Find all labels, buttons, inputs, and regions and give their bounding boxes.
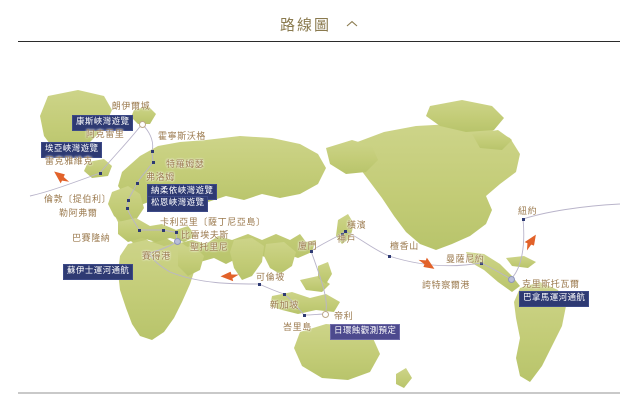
port-label-kons-fjord[interactable]: 康斯峽灣遊覽 — [72, 115, 134, 131]
arrow-indian-ocean — [220, 270, 240, 284]
port-label-cristobal[interactable]: 克里斯托瓦爾 — [522, 280, 580, 290]
port-label-colombo[interactable]: 可倫坡 — [256, 273, 285, 283]
port-marker-bali[interactable] — [302, 313, 306, 317]
arrow-atlantic-north — [51, 170, 72, 187]
port-label-london[interactable]: 倫敦〔提伯利〕 — [44, 195, 112, 205]
port-marker-colombo[interactable] — [257, 282, 261, 286]
arrow-caribbean — [522, 232, 538, 252]
port-label-quetzal[interactable]: 誇特察爾港 — [422, 281, 471, 291]
port-marker-cristobal[interactable] — [507, 275, 515, 283]
port-marker-honningsvag[interactable] — [150, 149, 154, 153]
port-label-eya-fjord[interactable]: 埃亞峽灣遊覽 — [41, 142, 103, 158]
arrow-pacific — [417, 255, 437, 271]
port-label-santorini[interactable]: 聖托里尼 — [190, 243, 229, 253]
header-divider — [18, 41, 620, 42]
port-label-tromso[interactable]: 特羅姆瑟 — [166, 160, 205, 170]
port-marker-barcelona[interactable] — [137, 228, 141, 232]
port-label-yokohama[interactable]: 橫濱 — [347, 221, 367, 231]
world-map[interactable]: 朗伊爾城 康斯峽灣遊覽 阿克雷里 埃亞峽灣遊覽 雷克雅維克 霍寧斯沃格 特羅姆瑟 弗洛姆 納柔依… — [0, 44, 638, 392]
port-marker-xiamen[interactable] — [309, 249, 313, 253]
port-label-manzanillo[interactable]: 曼薩尼約 — [446, 255, 485, 265]
port-marker-dili[interactable] — [321, 310, 329, 318]
port-marker-flam[interactable] — [135, 181, 139, 185]
port-label-suez[interactable]: 蘇伊士運河通航 — [63, 264, 134, 280]
footer-divider — [18, 392, 620, 394]
port-marker-piraeus[interactable] — [174, 230, 178, 234]
port-marker-kobe[interactable] — [340, 232, 344, 236]
port-label-barcelona[interactable]: 巴賽隆納 — [72, 234, 111, 244]
port-marker-newyork[interactable] — [521, 217, 525, 221]
port-label-panama[interactable]: 巴拿馬運河通航 — [519, 291, 590, 307]
port-label-xiamen[interactable]: 廈門 — [298, 242, 318, 252]
port-label-longyearbyen[interactable]: 朗伊爾城 — [111, 102, 151, 112]
port-label-akureyri[interactable]: 阿克雷里 — [86, 130, 125, 140]
port-label-kobe[interactable]: 神戶 — [337, 235, 357, 245]
port-label-lehavre[interactable]: 勒阿弗爾 — [59, 209, 98, 219]
port-label-piraeus[interactable]: 比雷埃夫斯 — [181, 231, 230, 241]
port-marker-honolulu[interactable] — [387, 254, 391, 258]
port-marker-london[interactable] — [126, 198, 130, 202]
port-label-bali[interactable]: 峇里島 — [283, 323, 312, 333]
port-marker-yokohama[interactable] — [343, 229, 347, 233]
port-marker-tromso[interactable] — [151, 160, 155, 164]
port-marker-santorini[interactable] — [173, 237, 181, 245]
port-label-eclipse[interactable]: 日環蝕觀測預定 — [330, 324, 401, 340]
port-marker-cagliari[interactable] — [161, 228, 165, 232]
landmasses — [40, 90, 566, 388]
port-label-dili[interactable]: 帝利 — [334, 312, 354, 322]
port-label-sogne-fjord[interactable]: 松恩峽灣遊覽 — [147, 196, 209, 212]
world-map-svg — [29, 90, 621, 388]
port-label-flam[interactable]: 弗洛姆 — [146, 173, 175, 183]
chevron-up-icon[interactable] — [346, 20, 358, 28]
port-marker-singapore[interactable] — [282, 292, 286, 296]
port-marker-manzanillo[interactable] — [479, 261, 483, 265]
port-label-reykjavik[interactable]: 雷克雅維克 — [45, 157, 94, 167]
port-label-portsaid[interactable]: 賽得港 — [142, 252, 171, 262]
port-label-honningsvag[interactable]: 霍寧斯沃格 — [158, 132, 207, 142]
port-marker-lehavre[interactable] — [125, 206, 129, 210]
port-label-honolulu[interactable]: 檀香山 — [390, 242, 419, 252]
port-marker-reykjavik[interactable] — [98, 171, 102, 175]
page-title: 路線圖 — [279, 16, 331, 34]
title-row[interactable]: 路線圖 — [0, 14, 638, 35]
port-label-newyork[interactable]: 紐約 — [518, 207, 538, 217]
port-marker-longyearbyen[interactable] — [138, 120, 146, 128]
page-header: 路線圖 — [0, 0, 638, 44]
port-label-singapore[interactable]: 新加坡 — [270, 301, 299, 311]
port-label-cagliari[interactable]: 卡利亞里〔薩丁尼亞島〕 — [160, 218, 266, 228]
